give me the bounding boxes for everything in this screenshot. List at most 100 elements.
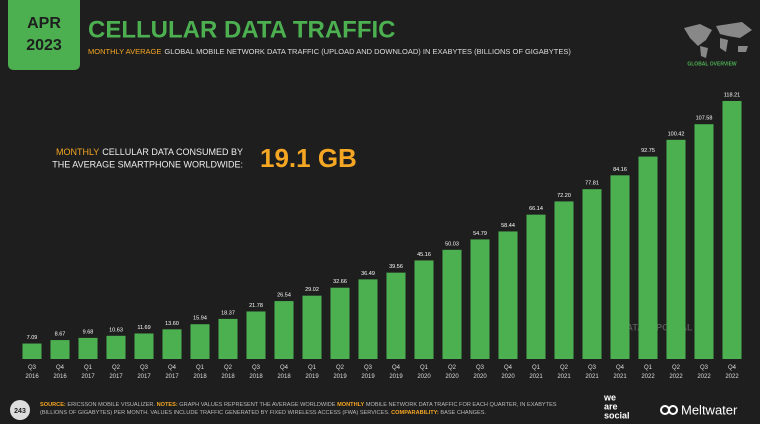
x-tick-label: Q3 2019 bbox=[361, 365, 375, 380]
x-tick-year: 2018 bbox=[221, 374, 235, 380]
data-label: 11.69 bbox=[137, 325, 150, 331]
x-tick-label: Q4 2018 bbox=[277, 365, 291, 380]
bar bbox=[190, 324, 210, 359]
x-tick-quarter: Q1 bbox=[420, 365, 429, 371]
x-tick-label: Q2 2022 bbox=[669, 365, 683, 380]
bar bbox=[582, 189, 602, 359]
data-label: 100.42 bbox=[668, 131, 685, 137]
x-tick-label: Q4 2017 bbox=[165, 365, 179, 380]
x-tick-year: 2022 bbox=[641, 374, 655, 380]
data-label: 39.56 bbox=[389, 264, 403, 270]
x-tick-quarter: Q2 bbox=[224, 365, 233, 371]
x-tick-label: Q1 2020 bbox=[417, 365, 431, 380]
x-tick-year: 2017 bbox=[109, 374, 123, 380]
x-tick-label: Q4 2021 bbox=[613, 365, 627, 380]
bar bbox=[358, 279, 378, 359]
x-tick-quarter: Q1 bbox=[644, 365, 653, 371]
x-tick-year: 2019 bbox=[389, 374, 403, 380]
x-tick-label: Q2 2018 bbox=[221, 365, 235, 380]
data-label: 118.21 bbox=[724, 92, 740, 98]
x-tick-quarter: Q3 bbox=[700, 365, 709, 371]
x-tick-quarter: Q4 bbox=[616, 365, 625, 371]
x-tick-quarter: Q2 bbox=[448, 365, 457, 371]
callout-figure: 19.1 GB bbox=[260, 143, 357, 173]
callout-highlight: MONTHLY bbox=[56, 147, 99, 157]
data-label: 84.16 bbox=[613, 167, 627, 173]
bar bbox=[442, 249, 462, 359]
bar bbox=[414, 260, 434, 359]
callout-line1: MONTHLY CELLULAR DATA CONSUMED BY bbox=[56, 147, 243, 157]
x-tick-quarter: Q4 bbox=[728, 365, 737, 371]
x-tick-year: 2018 bbox=[249, 374, 263, 380]
bar bbox=[694, 124, 714, 359]
x-tick-label: Q4 2019 bbox=[389, 365, 403, 380]
bar bbox=[50, 340, 70, 359]
x-tick-year: 2016 bbox=[53, 374, 67, 380]
x-tick-label: Q2 2019 bbox=[333, 365, 347, 380]
data-label: 18.37 bbox=[221, 310, 235, 316]
x-tick-label: Q1 2022 bbox=[641, 365, 655, 380]
x-tick-quarter: Q1 bbox=[84, 365, 93, 371]
meltwater-logo bbox=[660, 405, 678, 415]
x-tick-year: 2021 bbox=[557, 374, 571, 380]
x-tick-label: Q3 2020 bbox=[473, 365, 487, 380]
data-label: 72.20 bbox=[557, 193, 571, 199]
brand-social: social bbox=[604, 410, 630, 420]
data-label: 26.54 bbox=[277, 293, 291, 299]
notes-label: NOTES: bbox=[156, 402, 178, 408]
x-tick-quarter: Q2 bbox=[336, 365, 345, 371]
bar bbox=[330, 287, 350, 359]
bar bbox=[666, 139, 686, 359]
data-label: 36.49 bbox=[361, 271, 375, 277]
bar bbox=[554, 201, 574, 359]
brand-we: we bbox=[603, 392, 616, 402]
bar bbox=[610, 175, 630, 359]
page-number-badge bbox=[10, 400, 30, 420]
x-tick-quarter: Q3 bbox=[364, 365, 373, 371]
x-tick-year: 2022 bbox=[669, 374, 683, 380]
subtitle-highlight: MONTHLY AVERAGE bbox=[88, 47, 161, 56]
date-badge bbox=[8, 0, 80, 70]
bar bbox=[302, 295, 322, 359]
x-tick-year: 2022 bbox=[725, 374, 739, 380]
x-tick-label: Q1 2021 bbox=[529, 365, 543, 380]
x-tick-year: 2021 bbox=[529, 374, 543, 380]
bar bbox=[246, 311, 266, 359]
x-tick-quarter: Q4 bbox=[56, 365, 65, 371]
x-tick-quarter: Q2 bbox=[560, 365, 569, 371]
x-tick-year: 2020 bbox=[473, 374, 487, 380]
x-tick-quarter: Q3 bbox=[588, 365, 597, 371]
subtitle: GLOBAL MOBILE NETWORK DATA TRAFFIC (UPLO… bbox=[164, 47, 571, 56]
x-tick-year: 2018 bbox=[193, 374, 207, 380]
bar bbox=[218, 318, 238, 359]
data-label: 29.02 bbox=[305, 287, 319, 293]
x-tick-label: Q4 2020 bbox=[501, 365, 515, 380]
x-tick-label: Q4 2016 bbox=[53, 365, 67, 380]
data-label: 13.60 bbox=[165, 321, 179, 327]
x-tick-quarter: Q1 bbox=[532, 365, 541, 371]
source: ERICSSON MOBILE VISUALIZER. bbox=[67, 402, 156, 408]
world-map-icon bbox=[684, 22, 752, 58]
data-label: 10.63 bbox=[109, 327, 123, 333]
x-tick-year: 2016 bbox=[25, 374, 39, 380]
chart-subtitle: MONTHLY AVERAGE GLOBAL MOBILE NETWORK DAT… bbox=[88, 47, 571, 56]
x-tick-year: 2017 bbox=[165, 374, 179, 380]
notes-highlight: MONTHLY bbox=[337, 402, 365, 408]
x-tick-year: 2021 bbox=[585, 374, 599, 380]
x-tick-year: 2021 bbox=[613, 374, 627, 380]
footer-notes: SOURCE: ERICSSON MOBILE VISUALIZER. NOTE… bbox=[40, 401, 580, 417]
x-tick-quarter: Q4 bbox=[392, 365, 401, 371]
bar bbox=[386, 272, 406, 359]
data-label: 21.78 bbox=[249, 303, 263, 309]
x-tick-year: 2017 bbox=[137, 374, 151, 380]
x-tick-year: 2020 bbox=[501, 374, 515, 380]
bar bbox=[638, 156, 658, 359]
section-label: GLOBAL OVERVIEW bbox=[687, 61, 737, 67]
x-tick-label: Q4 2022 bbox=[725, 365, 739, 380]
callout-text: CELLULAR DATA CONSUMED BY bbox=[102, 147, 243, 157]
bar bbox=[526, 214, 546, 359]
data-label: 15.94 bbox=[193, 316, 207, 322]
data-label: 32.66 bbox=[333, 279, 347, 285]
bar bbox=[470, 239, 490, 359]
